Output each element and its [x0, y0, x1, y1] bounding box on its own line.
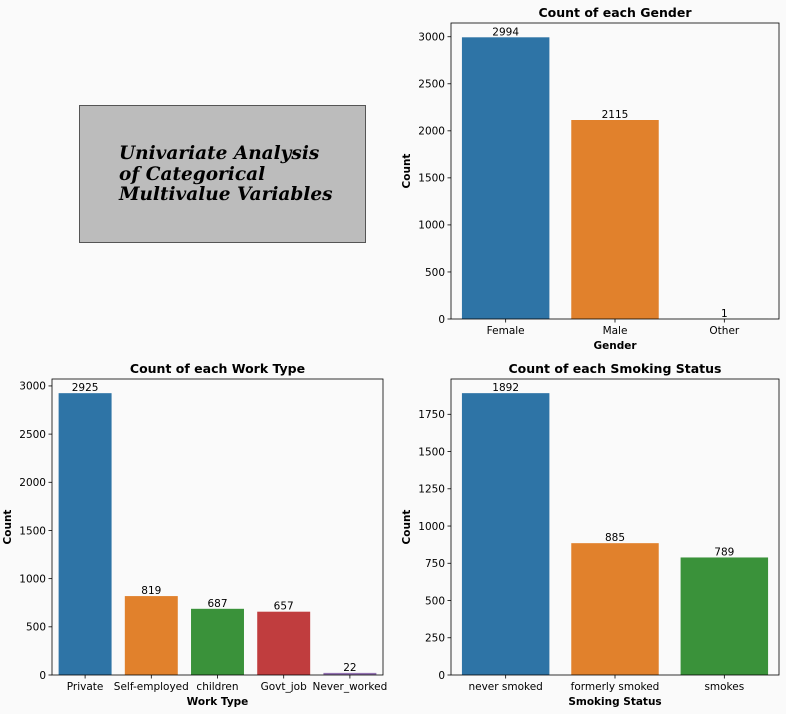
smoking-y-tick-label: 1000	[418, 521, 445, 533]
gender-chart-title: Count of each Gender	[538, 5, 692, 20]
work-type-y-tick-label: 500	[26, 622, 46, 634]
heading-text: Univariate Analysis of Categorical Multi…	[119, 143, 333, 205]
work-type-x-tick-label: children	[196, 681, 238, 693]
work-type-y-tick-label: 2500	[19, 429, 46, 441]
work-type-data-label: 22	[343, 662, 356, 674]
smoking-y-tick-label: 0	[438, 670, 445, 682]
gender-y-tick-label: 1500	[418, 173, 445, 185]
smoking-data-label: 1892	[492, 382, 519, 394]
gender-y-tick-label: 1000	[418, 220, 445, 232]
work-type-bar	[191, 608, 244, 675]
work-type-y-tick-label: 1000	[19, 573, 46, 585]
work-type-data-label: 819	[141, 585, 161, 597]
work-type-y-tick-label: 1500	[19, 525, 46, 537]
smoking-y-axis-label: Count	[401, 510, 413, 545]
work-type-data-label: 2925	[72, 382, 99, 394]
gender-x-tick-label: Male	[603, 325, 628, 337]
heading-box: Univariate Analysis of Categorical Multi…	[79, 105, 366, 243]
gender-y-tick-label: 2000	[418, 126, 445, 138]
work-type-x-tick-label: Govt_job	[261, 681, 307, 693]
work-type-x-axis-label: Work Type	[187, 696, 249, 708]
gender-y-tick-label: 0	[438, 314, 445, 326]
smoking-bar	[680, 557, 769, 675]
work-type-y-tick-label: 0	[39, 670, 46, 682]
work-type-x-tick-label: Never_worked	[313, 681, 388, 693]
work-type-data-label: 687	[207, 598, 227, 610]
gender-plot-frame	[450, 22, 780, 320]
smoking-y-tick-label: 250	[425, 633, 445, 645]
work-type-y-axis-label: Count	[2, 510, 14, 545]
smoking-x-axis-label: Smoking Status	[568, 696, 661, 708]
gender-x-tick-label: Other	[709, 325, 739, 337]
smoking-x-tick-label: formerly smoked	[571, 681, 660, 693]
gender-bar	[461, 37, 550, 320]
smoking-data-label: 885	[605, 532, 625, 544]
gender-x-axis-label: Gender	[593, 340, 637, 352]
work-type-x-tick-label: Private	[67, 681, 104, 693]
work-type-y-tick-label: 3000	[19, 381, 46, 393]
gender-data-label: 2994	[492, 26, 519, 38]
smoking-x-tick-label: smokes	[704, 681, 744, 693]
gender-y-tick-label: 2500	[418, 79, 445, 91]
gender-y-tick-label: 3000	[418, 32, 445, 44]
gender-data-label: 1	[721, 308, 728, 320]
gender-y-tick-label: 500	[425, 267, 445, 279]
smoking-bar	[461, 393, 550, 675]
smoking-y-tick-label: 1250	[418, 484, 445, 496]
work-type-chart-title: Count of each Work Type	[130, 361, 305, 376]
gender-bar	[571, 120, 659, 319]
work-type-bar	[257, 611, 311, 675]
work-type-bar	[124, 596, 178, 675]
work-type-y-tick-label: 2000	[19, 477, 46, 489]
smoking-y-tick-label: 750	[425, 558, 445, 570]
gender-y-axis-label: Count	[401, 154, 413, 189]
smoking-data-label: 789	[714, 546, 734, 558]
gender-x-tick-label: Female	[487, 325, 525, 337]
smoking-bar	[571, 543, 659, 675]
work-type-bar	[58, 393, 112, 675]
work-type-x-tick-label: Self-employed	[114, 681, 189, 693]
smoking-y-tick-label: 1750	[418, 409, 445, 421]
smoking-x-tick-label: never smoked	[468, 681, 542, 693]
smoking-plot-frame	[450, 378, 780, 676]
gender-data-label: 2115	[602, 109, 629, 121]
smoking-y-tick-label: 1500	[418, 446, 445, 458]
smoking-y-tick-label: 500	[425, 595, 445, 607]
work-type-plot-frame	[51, 378, 384, 676]
smoking-chart-title: Count of each Smoking Status	[509, 361, 722, 376]
work-type-bar	[323, 672, 377, 675]
work-type-data-label: 657	[274, 601, 294, 613]
